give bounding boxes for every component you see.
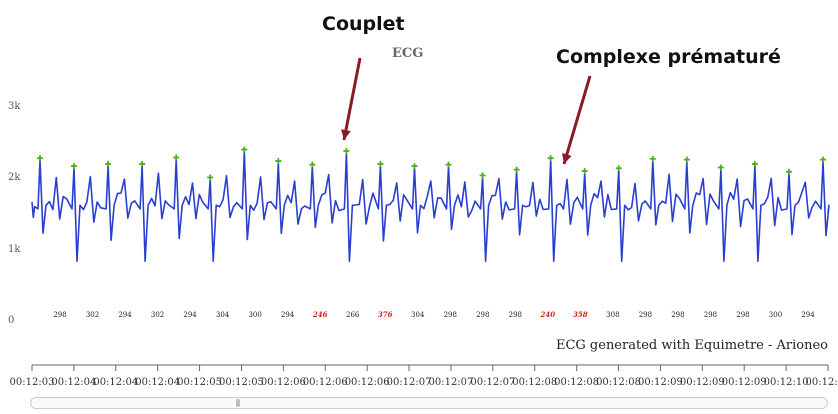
r-peak-marker (275, 158, 282, 165)
rr-interval-label: 304 (216, 311, 230, 319)
rr-interval-label: 302 (86, 311, 99, 319)
chart-credit: ECG generated with Equimetre - Arioneo (555, 338, 828, 353)
r-peak-marker (581, 168, 588, 175)
rr-interval-label: 298 (509, 311, 522, 319)
rr-interval-label: 294 (118, 311, 132, 319)
r-peak-marker (37, 155, 43, 162)
r-peak-marker (343, 148, 350, 155)
r-peak-marker (785, 168, 792, 175)
x-tick-label: 00:12:04 (93, 377, 138, 388)
r-peak-marker (309, 161, 316, 168)
rr-interval-label: 304 (411, 311, 425, 319)
x-tick-label: 00:12:08 (512, 377, 557, 388)
r-peak-marker (717, 164, 724, 171)
r-peak-marker (683, 156, 690, 163)
x-tick-label: 00:12:05 (177, 377, 222, 388)
rr-interval-label: 358 (573, 310, 588, 319)
r-peak-marker (173, 154, 180, 161)
rr-interval-label: 294 (281, 311, 295, 319)
annotation-couplet: Couplet (322, 13, 405, 35)
r-peak-marker (547, 155, 554, 162)
x-tick-label: 00:12:04 (51, 377, 96, 388)
rr-interval-label: 298 (704, 311, 717, 319)
rr-interval-label: 300 (769, 311, 782, 319)
r-peak-marker (513, 166, 520, 173)
chart-title: ECG (392, 46, 424, 61)
r-peak-marker (139, 160, 146, 167)
x-tick-label: 00:12:06 (303, 377, 348, 388)
x-tick-label: 00:12:07 (387, 377, 432, 388)
r-peak-marker (71, 163, 78, 170)
rr-interval-label: 298 (53, 311, 66, 319)
x-tick-label: 00:12:08 (596, 377, 641, 388)
premature-arrow-head (562, 152, 572, 164)
r-peak-marker (105, 160, 112, 167)
r-peak-marker (411, 163, 418, 170)
rr-interval-label: 298 (639, 311, 652, 319)
y-tick-label: 0 (8, 315, 15, 326)
rr-interval-label: 302 (151, 311, 164, 319)
x-tick-label: 00:12:08 (554, 377, 599, 388)
x-tick-label: 00:12:06 (261, 377, 306, 388)
rr-interval-label: 246 (312, 310, 328, 319)
x-tick-label: 00:12:04 (135, 377, 180, 388)
r-peak-marker (751, 160, 758, 167)
annotation-premature-complex: Complexe prématuré (556, 46, 781, 68)
r-peak-marker (649, 155, 656, 162)
ecg-trace-line (31, 150, 830, 262)
x-tick-label: 00:12:05 (219, 377, 264, 388)
r-peak-marker (479, 172, 486, 179)
y-tick-label: 2k (8, 172, 21, 183)
r-peak-marker (377, 160, 384, 167)
rr-interval-label: 294 (183, 311, 197, 319)
x-tick-label: 00:12:07 (428, 377, 473, 388)
r-peak-marker (241, 146, 248, 153)
premature-arrow (562, 75, 592, 165)
couplet-arrow (342, 57, 362, 141)
r-peak-marker (820, 156, 826, 163)
r-peak-marker (445, 161, 452, 168)
rr-interval-label: 298 (444, 311, 457, 319)
r-peak-marker (207, 174, 214, 181)
x-tick-label: 00:12:09 (722, 377, 767, 388)
couplet-arrow-head (341, 129, 351, 140)
x-tick-label: 00:12:03 (10, 377, 55, 388)
y-tick-label: 1k (8, 244, 21, 255)
rr-interval-label: 376 (378, 310, 393, 319)
rr-interval-label: 266 (346, 311, 360, 319)
x-tick-label: 00:12:06 (345, 377, 390, 388)
x-tick-label: 00:12:10 (806, 377, 838, 388)
rr-interval-label: 298 (476, 311, 489, 319)
x-tick-label: 00:12:09 (680, 377, 725, 388)
rr-interval-label: 298 (736, 311, 749, 319)
x-tick-label: 00:12:10 (764, 377, 809, 388)
rr-interval-label: 294 (801, 311, 815, 319)
scrollbar-thumb[interactable] (236, 399, 240, 407)
y-tick-label: 3k (8, 101, 21, 112)
x-tick-label: 00:12:07 (470, 377, 515, 388)
rr-interval-label: 298 (671, 311, 684, 319)
r-peak-marker (615, 165, 622, 172)
range-scrollbar[interactable] (30, 397, 828, 409)
x-tick-label: 00:12:09 (638, 377, 683, 388)
rr-interval-label: 308 (606, 311, 619, 319)
rr-interval-label: 240 (540, 310, 556, 319)
rr-interval-label: 300 (248, 311, 261, 319)
